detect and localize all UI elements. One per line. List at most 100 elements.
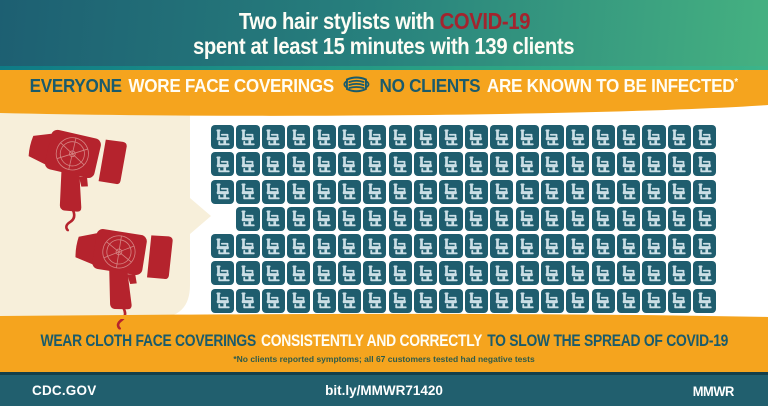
footnote-text: *No clients reported symptoms; all 67 cu… (233, 354, 535, 364)
salon-chair-icon (693, 234, 717, 259)
salon-chair-icon (337, 234, 362, 259)
advice-band: WEAR CLOTH FACE COVERINGS CONSISTENTLY A… (0, 318, 768, 372)
salon-chair-icon (312, 288, 336, 313)
header-banner: Two hair stylists with COVID-19 spent at… (0, 0, 768, 66)
salon-chair-icon (363, 288, 387, 313)
salon-chair-icon (439, 125, 463, 149)
salon-chair-icon (261, 206, 285, 231)
top-band-curve (0, 102, 768, 116)
salon-chair-icon (540, 261, 565, 286)
salon-chair-icon (591, 152, 615, 177)
chair-row (211, 179, 717, 204)
salon-chair-icon (287, 261, 311, 286)
salon-chair-icon (337, 125, 362, 149)
salon-chair-icon (464, 125, 488, 149)
salon-chair-icon (490, 125, 514, 149)
salon-chair-icon (515, 234, 539, 259)
salon-chair-icon (490, 179, 514, 204)
salon-chair-icon (490, 288, 514, 313)
wear-coverings-label: WEAR CLOTH FACE COVERINGS (40, 332, 256, 350)
chair-row (211, 152, 717, 177)
salon-chair-icon (540, 206, 565, 231)
bottom-band-curve (0, 313, 768, 319)
salon-chair-icon (540, 152, 565, 177)
salon-chair-icon (464, 179, 488, 204)
header-line-2: spent at least 15 minutes with 139 clien… (193, 32, 575, 59)
salon-chair-icon (236, 179, 260, 204)
salon-chair-icon (591, 206, 615, 231)
accent-divider (0, 66, 768, 70)
salon-chair-icon (642, 179, 666, 204)
salon-chair-icon (617, 179, 641, 204)
salon-chair-icon (540, 179, 565, 204)
salon-chair-icon (236, 206, 260, 231)
salon-chair-icon (414, 152, 438, 177)
salon-chair-icon (642, 288, 666, 313)
salon-chair-icon (337, 206, 362, 231)
salon-chair-icon (261, 288, 285, 313)
salon-chair-icon (490, 152, 514, 177)
salon-chair-icon (693, 261, 717, 286)
salon-chair-icon (388, 206, 412, 231)
salon-chair-icon (464, 261, 488, 286)
salon-chair-icon (363, 152, 387, 177)
salon-chair-icon (642, 261, 666, 286)
salon-chair-icon (515, 206, 539, 231)
salon-chair-icon (388, 234, 412, 259)
salon-chair-icon (363, 261, 387, 286)
salon-chair-icon (540, 234, 565, 259)
salon-chair-icon (337, 261, 362, 286)
salon-chair-icon (312, 179, 336, 204)
salon-chair-icon (464, 288, 488, 313)
salon-chair-icon (617, 152, 641, 177)
cdc-gov-link[interactable]: CDC.GOV (32, 383, 97, 398)
mmwr-url-link[interactable]: bit.ly/MMWR71420 (325, 383, 443, 398)
salon-chair-icon (337, 179, 362, 204)
salon-chair-icon (439, 288, 463, 313)
salon-chair-icon (312, 152, 336, 177)
salon-chair-icon (515, 125, 539, 149)
salon-chair-icon (515, 261, 539, 286)
salon-chair-icon (211, 125, 235, 149)
salon-chair-icon (312, 206, 336, 231)
wore-coverings-label: WORE FACE COVERINGS (128, 76, 335, 96)
chair-row (236, 206, 717, 231)
chair-row (211, 261, 717, 286)
salon-chair-icon (388, 179, 412, 204)
salon-chair-icon (515, 179, 539, 204)
chair-row (211, 125, 717, 149)
salon-chair-icon (211, 234, 235, 259)
salon-chair-icon (439, 152, 463, 177)
covid-highlight: COVID-19 (439, 7, 530, 34)
salon-chair-icon (642, 234, 666, 259)
salon-chair-icon (414, 206, 438, 231)
salon-chair-icon (515, 288, 539, 313)
salon-chair-icon (287, 288, 311, 313)
salon-chair-icon (287, 152, 311, 177)
salon-chair-icon (591, 288, 615, 313)
salon-chair-icon (667, 179, 691, 204)
no-clients-label: NO CLIENTS (379, 76, 481, 96)
salon-chair-icon (414, 125, 438, 149)
chair-row (211, 288, 717, 313)
salon-chair-icon (667, 206, 691, 231)
salon-chair-icon (490, 206, 514, 231)
salon-chair-icon (617, 206, 641, 231)
salon-chair-icon (236, 125, 260, 149)
footer-bar: CDC.GOV bit.ly/MMWR71420 MMWR (0, 372, 768, 406)
salon-chair-icon (388, 288, 412, 313)
footnote-marker: * (734, 77, 739, 88)
salon-chair-icon (312, 261, 336, 286)
consistently-label: CONSISTENTLY AND CORRECTLY (260, 332, 482, 350)
salon-chair-icon (464, 206, 488, 231)
salon-chair-icon (363, 234, 387, 259)
salon-chair-icon (667, 288, 691, 313)
not-infected-label: ARE KNOWN TO BE INFECTED* (487, 76, 739, 96)
salon-chair-icon (236, 288, 260, 313)
salon-chair-icon (287, 206, 311, 231)
face-mask-icon (341, 74, 373, 100)
salon-chair-icon (261, 152, 285, 177)
salon-chair-icon (211, 179, 235, 204)
salon-chair-icon (540, 125, 565, 149)
